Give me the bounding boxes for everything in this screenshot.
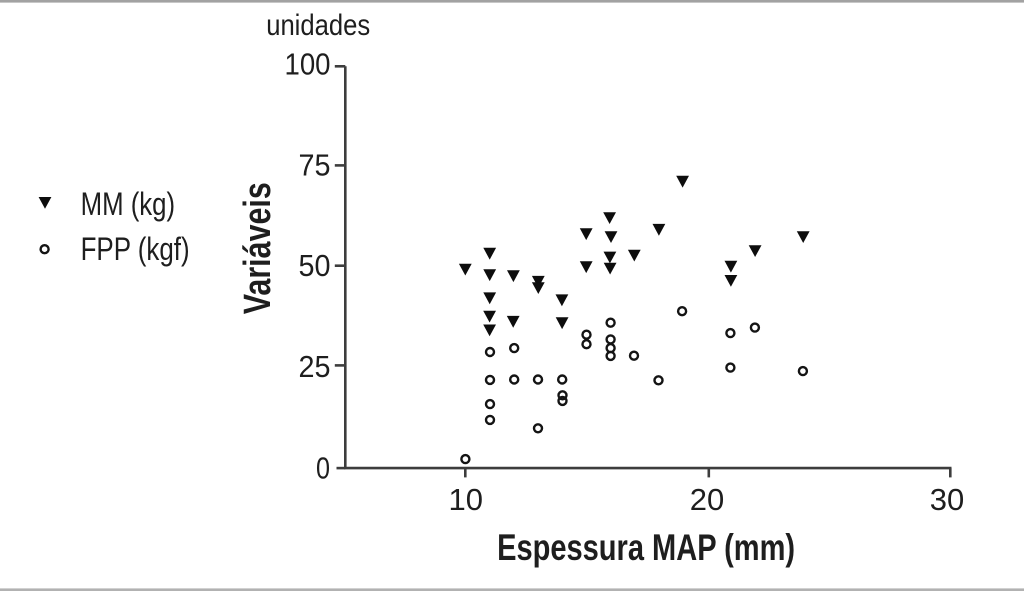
svg-text:100: 100 <box>285 47 331 82</box>
svg-text:10: 10 <box>449 482 483 517</box>
svg-text:Variáveis: Variáveis <box>237 182 279 314</box>
svg-text:Espessura MAP (mm): Espessura MAP (mm) <box>497 527 795 568</box>
svg-text:30: 30 <box>930 482 964 517</box>
svg-text:75: 75 <box>299 147 331 182</box>
svg-text:MM (kg): MM (kg) <box>81 186 176 222</box>
svg-text:25: 25 <box>299 349 331 384</box>
svg-text:20: 20 <box>690 482 724 517</box>
svg-text:FPP (kgf): FPP (kgf) <box>81 231 190 267</box>
svg-text:unidades: unidades <box>266 9 370 42</box>
svg-text:0: 0 <box>316 450 330 485</box>
svg-text:50: 50 <box>299 248 331 283</box>
